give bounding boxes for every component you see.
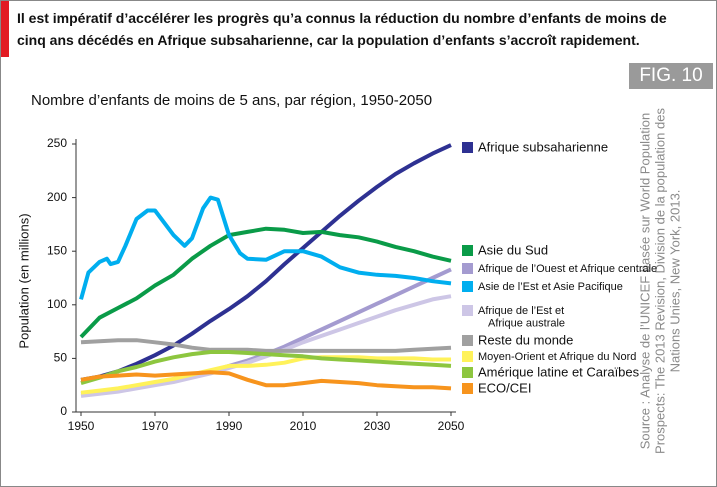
x-tick-label: 1990	[216, 419, 243, 433]
legend-swatch	[462, 305, 473, 316]
x-tick-label: 2030	[364, 419, 391, 433]
chart-title: Nombre d’enfants de moins de 5 ans, par …	[31, 92, 432, 109]
legend-swatch	[462, 335, 473, 346]
series-line	[80, 338, 452, 353]
y-axis-label: Population (en millions)	[16, 213, 31, 348]
x-tick-label: 2050	[438, 419, 465, 433]
y-tick-label: 200	[47, 190, 67, 204]
legend-swatch	[462, 245, 473, 256]
series-line	[80, 294, 452, 398]
legend-swatch	[462, 281, 473, 292]
legend-swatch	[462, 351, 473, 362]
legend-label: ECO/CEI	[478, 380, 531, 395]
y-tick-label: 150	[47, 243, 67, 257]
series-line	[80, 350, 452, 386]
legend-swatch	[462, 142, 473, 153]
figure-label: FIG. 10	[629, 63, 713, 89]
series-line	[80, 370, 452, 391]
legend-label: Afrique subsaharienne	[478, 139, 608, 154]
legend-label: Asie de l’Est et Asie Pacifique	[478, 281, 623, 293]
legend-label: Afrique de l’Ouest et Afrique centrale	[478, 263, 657, 275]
series-line	[80, 355, 451, 395]
legend-label: Afrique de l’Est et Afrique australe	[478, 305, 565, 330]
y-tick-label: 100	[47, 297, 67, 311]
x-tick-label: 1950	[68, 419, 95, 433]
series-line	[80, 143, 452, 382]
x-tick-label: 2010	[290, 419, 317, 433]
legend-label: Amérique latine et Caraïbes	[478, 364, 640, 379]
source: Source : Analyse de l’UNICEF basée sur W…	[638, 108, 683, 454]
y-tick-label: 250	[47, 136, 67, 150]
series-line	[79, 195, 452, 300]
x-tick-label: 1970	[142, 419, 169, 433]
legend-label: Asie du Sud	[478, 242, 548, 257]
y-tick-label: 0	[60, 404, 67, 418]
series-line	[79, 226, 452, 339]
legend-swatch	[462, 263, 473, 274]
header: Il est impératif d’accélérer les progrès…	[1, 1, 706, 57]
legend-swatch	[462, 367, 473, 378]
legend-label: Reste du monde	[478, 332, 573, 347]
y-tick-label: 50	[54, 351, 68, 365]
legend-label: Moyen-Orient et Afrique du Nord	[478, 351, 636, 363]
legend-swatch	[462, 383, 473, 394]
